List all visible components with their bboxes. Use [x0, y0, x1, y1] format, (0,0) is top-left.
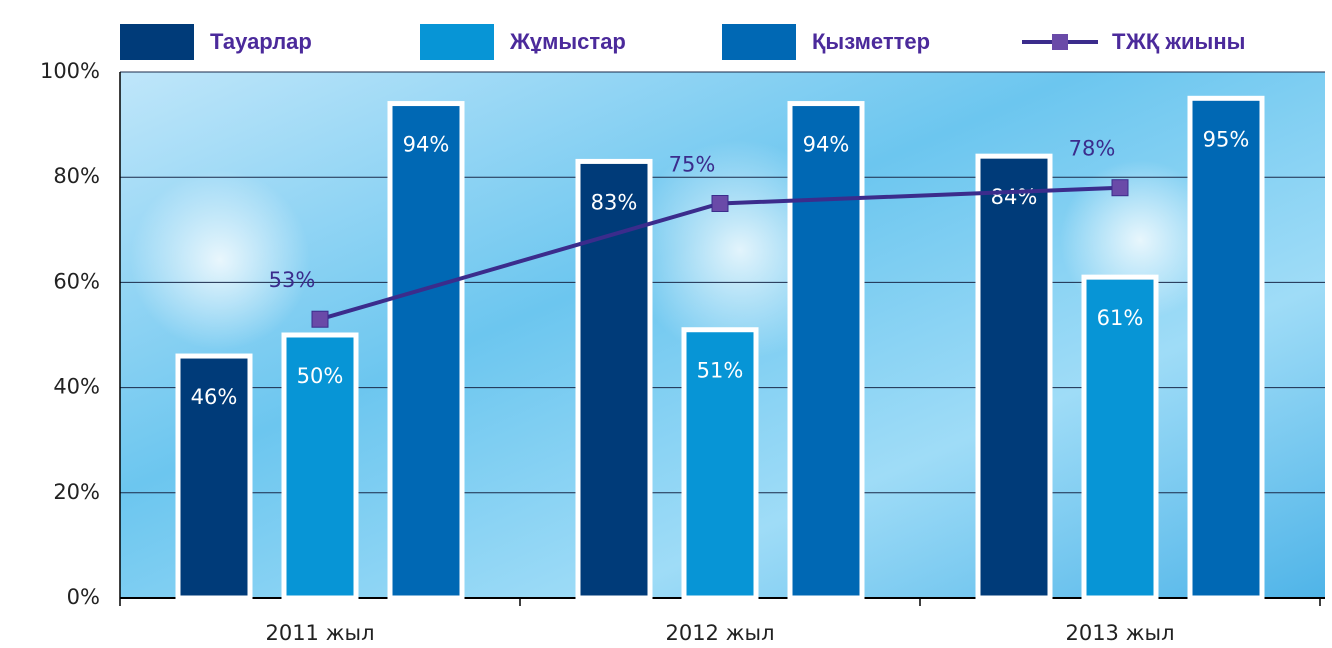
value-label: 50%: [297, 364, 344, 388]
bar: [681, 327, 759, 601]
x-tick-label: 2013 жыл: [1065, 621, 1174, 645]
legend-label: Жұмыстар: [509, 29, 626, 54]
y-tick-label: 0%: [67, 585, 100, 609]
legend-label: ТЖҚ жиыны: [1112, 29, 1245, 54]
y-tick-label: 100%: [40, 59, 100, 83]
value-label: 94%: [403, 133, 450, 157]
decoration: [130, 170, 310, 350]
legend-label: Қызметтер: [812, 29, 930, 54]
value-label: 95%: [1203, 127, 1250, 151]
line-label: 78%: [1069, 137, 1116, 161]
line-label: 53%: [269, 268, 316, 292]
legend-swatch: [420, 24, 494, 60]
line-label: 75%: [669, 153, 716, 177]
legend-swatch: [1052, 34, 1068, 50]
x-tick-label: 2012 жыл: [665, 621, 774, 645]
bar: [975, 153, 1053, 601]
bar: [787, 101, 865, 601]
bar: [1081, 274, 1159, 601]
legend-label: Тауарлар: [210, 29, 312, 54]
y-tick-label: 80%: [53, 164, 100, 188]
legend-swatch: [722, 24, 796, 60]
y-tick-label: 40%: [53, 375, 100, 399]
value-label: 83%: [591, 190, 638, 214]
legend-swatch: [120, 24, 194, 60]
marker: [1111, 179, 1129, 197]
value-label: 84%: [991, 185, 1038, 209]
x-tick-label: 2011 жыл: [265, 621, 374, 645]
bar: [175, 353, 253, 601]
marker: [311, 310, 329, 328]
bar: [387, 101, 465, 601]
value-label: 51%: [697, 359, 744, 383]
value-label: 94%: [803, 133, 850, 157]
value-label: 61%: [1097, 306, 1144, 330]
bar: [1187, 95, 1265, 601]
y-tick-label: 20%: [53, 480, 100, 504]
bar: [281, 332, 359, 601]
y-tick-label: 60%: [53, 269, 100, 293]
marker: [711, 195, 729, 212]
value-label: 46%: [191, 385, 238, 409]
